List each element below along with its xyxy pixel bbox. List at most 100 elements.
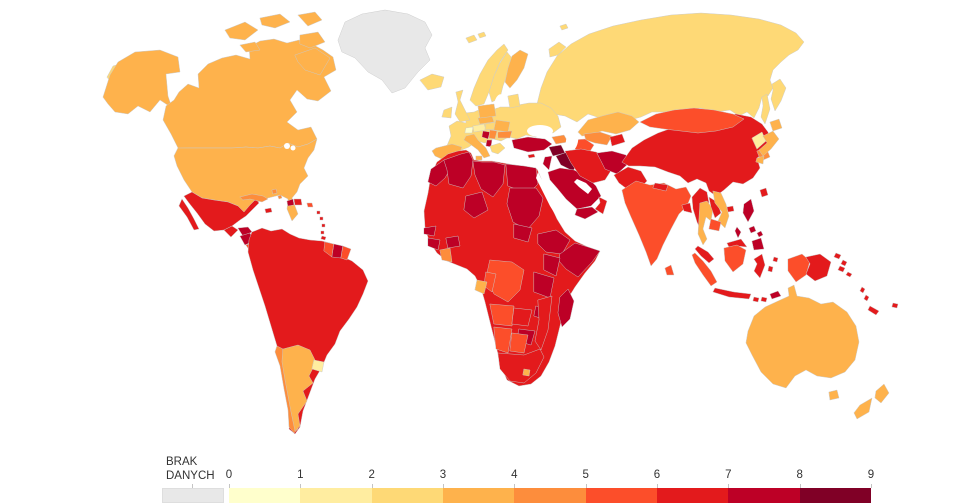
country-madagascar[interactable] (557, 288, 575, 328)
country-caucasus[interactable] (551, 134, 569, 145)
country-russia-kamchatka[interactable] (770, 78, 787, 112)
country-jordan-israel[interactable] (542, 155, 553, 171)
country-cambodia[interactable] (708, 218, 722, 232)
country-png-islands[interactable] (833, 252, 848, 267)
country-puerto-rico[interactable] (306, 202, 314, 208)
country-russia-sakhalin[interactable] (760, 93, 771, 125)
country-south-africa[interactable] (497, 348, 545, 384)
legend-tick-mark (871, 484, 872, 488)
country-finland[interactable] (504, 49, 529, 89)
country-bali-lombok[interactable] (752, 296, 768, 303)
country-egypt[interactable] (505, 163, 539, 195)
country-haiti[interactable] (286, 198, 295, 207)
country-jamaica[interactable] (264, 207, 273, 214)
country-kenya[interactable] (543, 253, 561, 277)
country-sri-lanka[interactable] (664, 264, 675, 276)
country-vietnam[interactable] (712, 190, 730, 229)
country-tasmania[interactable] (828, 389, 840, 401)
country-guinea[interactable] (427, 237, 441, 251)
country-burkina-faso[interactable] (445, 235, 461, 249)
country-sulawesi[interactable] (753, 253, 766, 279)
country-greece[interactable] (489, 142, 506, 155)
country-palawan[interactable] (734, 226, 742, 239)
country-australia[interactable] (745, 284, 860, 389)
country-sumatra[interactable] (691, 252, 718, 287)
country-lesotho[interactable] (522, 368, 531, 377)
country-argentina[interactable] (281, 344, 317, 432)
country-romania[interactable] (493, 119, 511, 133)
country-new-caledonia[interactable] (867, 305, 880, 316)
country-new-guinea-west[interactable] (787, 253, 811, 283)
country-senegal[interactable] (423, 225, 437, 237)
country-italy[interactable] (463, 133, 491, 159)
country-timor[interactable] (769, 290, 782, 300)
country-india[interactable] (621, 180, 692, 267)
country-oman[interactable] (594, 196, 608, 215)
country-angola[interactable] (489, 303, 515, 327)
country-bangladesh[interactable] (681, 202, 693, 214)
country-afghanistan[interactable] (596, 150, 630, 175)
country-baltics[interactable] (507, 93, 521, 109)
country-kazakhstan[interactable] (577, 111, 640, 137)
country-sicily[interactable] (475, 155, 483, 161)
country-gabon[interactable] (474, 279, 488, 295)
country-algeria[interactable] (443, 151, 474, 189)
region-south-america[interactable] (247, 227, 369, 435)
country-taiwan[interactable] (759, 187, 769, 198)
country-kyrgyzstan-tajikistan[interactable] (609, 133, 626, 147)
country-guatemala[interactable] (223, 225, 239, 238)
legend-tick-mark (229, 484, 230, 488)
country-papua-new-guinea[interactable] (805, 253, 832, 282)
country-cyprus[interactable] (527, 153, 536, 159)
country-malaysia[interactable] (694, 245, 715, 264)
country-kalimantan[interactable] (723, 244, 747, 273)
country-libya[interactable] (472, 160, 506, 198)
country-zambia[interactable] (511, 307, 533, 327)
country-poland[interactable] (477, 103, 497, 119)
country-mexico[interactable] (178, 191, 260, 232)
legend-scale-segment (300, 488, 372, 503)
country-cuba[interactable] (239, 193, 269, 203)
country-fiji[interactable] (891, 302, 899, 309)
country-solomon-islands[interactable] (837, 265, 853, 278)
country-vanuatu[interactable] (859, 286, 870, 302)
country-uruguay[interactable] (311, 359, 325, 373)
country-serbia[interactable] (488, 129, 498, 140)
country-mongolia[interactable] (639, 107, 745, 134)
country-new-zealand[interactable] (853, 383, 890, 420)
country-bahamas[interactable] (271, 188, 283, 200)
legend-scale-segment (371, 488, 443, 503)
country-ireland[interactable] (441, 106, 453, 119)
country-ivory-coast[interactable] (439, 247, 453, 263)
country-lesser-antilles[interactable] (316, 210, 327, 241)
country-java[interactable] (712, 287, 752, 300)
country-bulgaria[interactable] (497, 130, 513, 139)
country-botswana[interactable] (509, 332, 529, 354)
country-bosnia[interactable] (481, 130, 491, 140)
country-alaska[interactable] (102, 49, 181, 115)
country-yemen[interactable] (574, 206, 599, 220)
country-norway[interactable] (469, 43, 509, 107)
country-switzerland[interactable] (464, 126, 474, 134)
country-mozambique[interactable] (534, 295, 553, 351)
country-namibia[interactable] (493, 326, 513, 354)
country-iceland[interactable] (419, 73, 445, 91)
country-somalia[interactable] (558, 242, 601, 278)
country-canada-arctic-islands[interactable] (224, 11, 331, 76)
country-novaya-zemlya[interactable] (548, 41, 567, 58)
country-moluccas[interactable] (767, 256, 779, 273)
country-uk[interactable] (454, 89, 471, 123)
country-south-sudan[interactable] (513, 223, 533, 243)
country-hainan[interactable] (726, 205, 735, 213)
country-niger[interactable] (463, 191, 489, 219)
country-greenland[interactable] (337, 9, 433, 94)
country-turkey[interactable] (511, 136, 553, 153)
country-philippines[interactable] (742, 198, 765, 251)
country-french-guiana[interactable] (340, 245, 352, 261)
country-svalbard[interactable] (465, 23, 569, 44)
country-dominican-republic[interactable] (293, 198, 303, 206)
country-sudan[interactable] (506, 187, 544, 231)
country-japan[interactable] (755, 118, 783, 165)
country-borneo-malaysia[interactable] (726, 238, 748, 248)
country-nepal[interactable] (652, 182, 669, 192)
